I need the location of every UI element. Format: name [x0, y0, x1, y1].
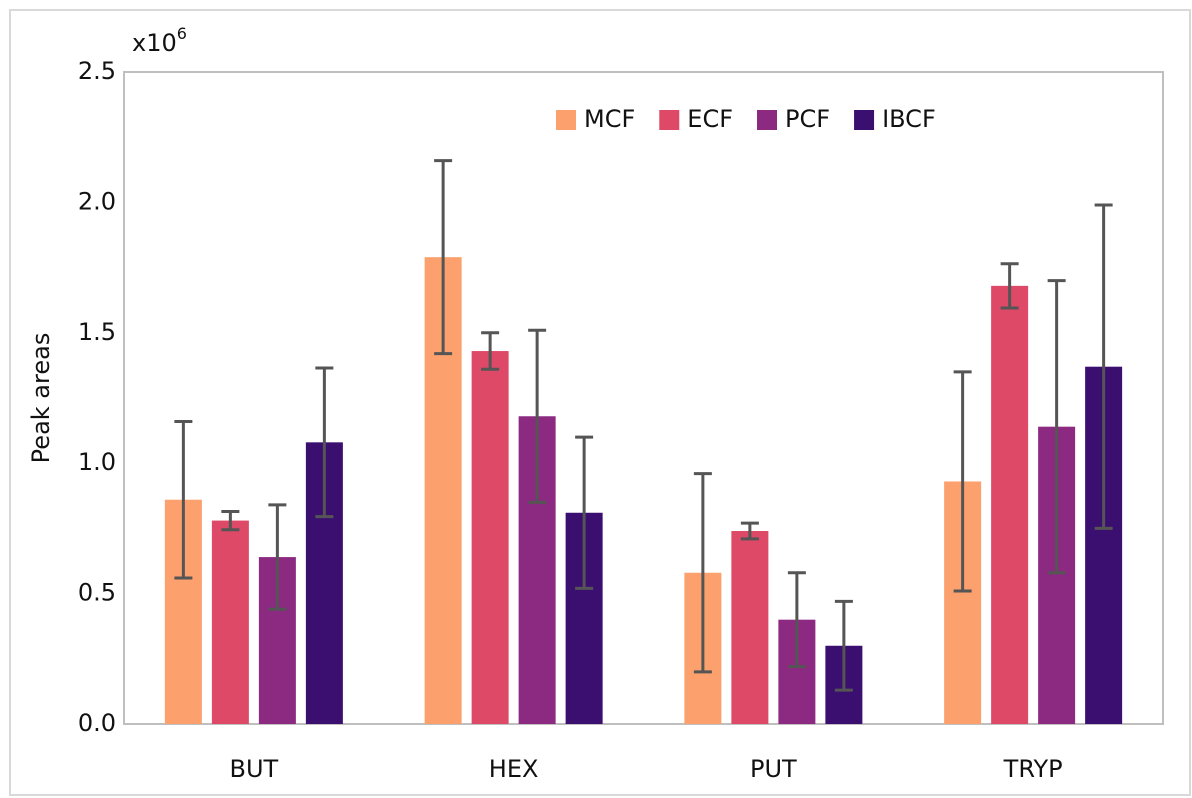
legend-label: ECF	[687, 105, 733, 133]
legend-swatch	[659, 110, 680, 130]
multiplier-base: x10	[132, 29, 177, 57]
legend-label: PCF	[785, 105, 830, 133]
y-tick-label: 1.5	[78, 318, 116, 346]
y-tick-label: 0.0	[78, 709, 116, 737]
multiplier-exponent: 6	[177, 24, 187, 43]
bar	[991, 285, 1029, 724]
y-tick-label: 0.5	[78, 579, 116, 607]
legend-label: IBCF	[882, 105, 936, 133]
legend-swatch	[757, 110, 778, 130]
legend-swatch	[556, 110, 576, 130]
y-tick-label: 2.0	[78, 187, 116, 215]
y-tick-label: 2.5	[78, 57, 116, 85]
bar	[211, 520, 249, 724]
bar	[731, 531, 769, 724]
legend-label: MCF	[584, 105, 635, 133]
x-tick-label: BUT	[230, 755, 279, 783]
plot-area	[123, 71, 1164, 725]
axis-multiplier: x106	[132, 24, 187, 58]
bar	[471, 351, 509, 724]
chart-border	[9, 9, 1191, 796]
y-tick-label: 1.0	[78, 448, 116, 476]
x-tick-label: TRYP	[1003, 755, 1063, 783]
y-axis-label: Peak areas	[27, 333, 55, 464]
x-tick-label: HEX	[489, 755, 539, 783]
x-tick-label: PUT	[750, 755, 797, 783]
legend-swatch	[854, 110, 875, 130]
